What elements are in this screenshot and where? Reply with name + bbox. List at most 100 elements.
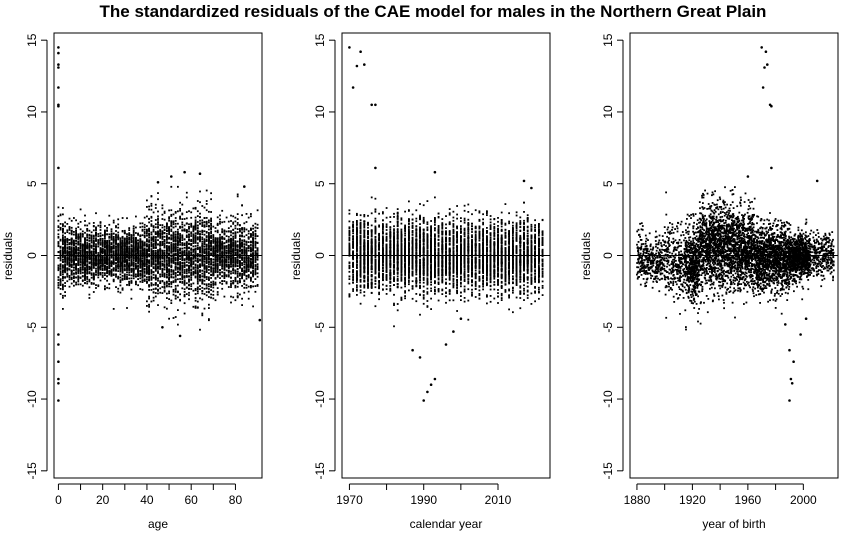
residual-point	[161, 238, 164, 240]
residual-point	[143, 247, 146, 250]
residual-point	[84, 260, 86, 263]
residual-point	[252, 245, 254, 247]
residual-point	[119, 273, 122, 276]
residual-point	[106, 241, 108, 244]
residual-point	[208, 219, 210, 222]
residual-point	[170, 302, 173, 304]
residual-point	[110, 232, 113, 235]
residual-point	[92, 222, 95, 224]
residual-point	[146, 264, 148, 266]
residual-point	[177, 251, 179, 253]
residual-point	[177, 291, 179, 294]
residual-point	[104, 254, 106, 257]
residual-point	[62, 248, 64, 251]
residual-point	[168, 219, 170, 222]
residual-point	[247, 270, 250, 272]
residual-point	[115, 252, 117, 255]
residual-point	[168, 260, 170, 263]
residual-point	[227, 275, 230, 278]
residual-point	[75, 237, 77, 240]
residual-point	[66, 247, 69, 250]
residual-point	[95, 212, 97, 215]
residual-point	[95, 284, 97, 286]
residual-point	[90, 283, 93, 285]
residual-point	[196, 242, 199, 245]
residual-point	[174, 266, 177, 268]
residual-point	[137, 272, 139, 275]
residual-point	[99, 242, 102, 244]
residual-point	[179, 262, 181, 265]
residual-point	[68, 259, 71, 262]
residual-point	[194, 248, 197, 251]
residual-point	[232, 268, 235, 271]
residual-point	[95, 267, 97, 270]
residual-point	[57, 286, 60, 289]
residual-point	[174, 294, 177, 297]
residual-point	[179, 201, 181, 204]
residual-point	[181, 247, 184, 250]
residual-point	[232, 254, 235, 256]
residual-point	[59, 271, 62, 274]
residual-point	[199, 222, 201, 225]
residual-point	[177, 296, 179, 299]
residual-point	[210, 245, 212, 248]
residual-point	[81, 253, 84, 256]
residual-point	[159, 254, 162, 257]
residual-point	[70, 272, 73, 274]
residual-point	[203, 260, 206, 263]
residual-point	[148, 261, 150, 264]
residual-point	[196, 244, 199, 247]
residual-point	[196, 300, 199, 303]
residual-point	[230, 286, 232, 288]
residual-point	[68, 217, 71, 220]
residual-point	[190, 265, 193, 268]
residual-point	[101, 259, 104, 262]
residual-point	[208, 272, 210, 275]
residual-point	[225, 264, 228, 267]
residual-point	[243, 260, 246, 263]
residual-point	[62, 296, 64, 299]
residual-point	[212, 242, 215, 244]
residual-point	[64, 294, 66, 297]
residual-point	[181, 239, 184, 241]
residual-point	[252, 305, 254, 308]
residual-point	[177, 309, 179, 311]
residual-point	[185, 286, 188, 289]
residual-point	[81, 256, 84, 259]
residual-point	[106, 269, 108, 272]
residual-point	[170, 230, 173, 232]
residual-point	[163, 268, 166, 271]
residual-point	[126, 278, 128, 280]
residual-point	[212, 258, 215, 261]
residual-point	[128, 252, 131, 255]
residual-point	[137, 258, 139, 261]
residual-point	[77, 243, 80, 246]
residual-point	[62, 283, 64, 286]
residual-point	[62, 234, 64, 237]
residual-point	[243, 235, 246, 238]
residual-point	[90, 262, 93, 264]
residual-point	[192, 273, 195, 276]
residual-point	[68, 285, 71, 288]
residual-point	[210, 262, 212, 265]
residual-point	[139, 274, 142, 276]
residual-point	[152, 283, 155, 286]
residual-point	[146, 234, 148, 237]
residual-point	[84, 240, 86, 242]
residual-point	[137, 244, 139, 247]
residual-point	[163, 273, 166, 276]
residual-point	[174, 262, 177, 265]
residual-point	[203, 287, 206, 290]
residual-point	[236, 218, 239, 220]
residual-point	[236, 296, 239, 299]
residual-point	[192, 233, 195, 236]
residual-point	[86, 253, 89, 255]
residual-point	[112, 273, 115, 276]
residual-point	[201, 292, 204, 295]
residual-point	[57, 266, 60, 269]
residual-point	[239, 241, 241, 244]
residual-point	[154, 240, 157, 242]
residual-point	[59, 264, 62, 267]
residual-point	[132, 231, 135, 234]
residual-point	[256, 268, 259, 270]
